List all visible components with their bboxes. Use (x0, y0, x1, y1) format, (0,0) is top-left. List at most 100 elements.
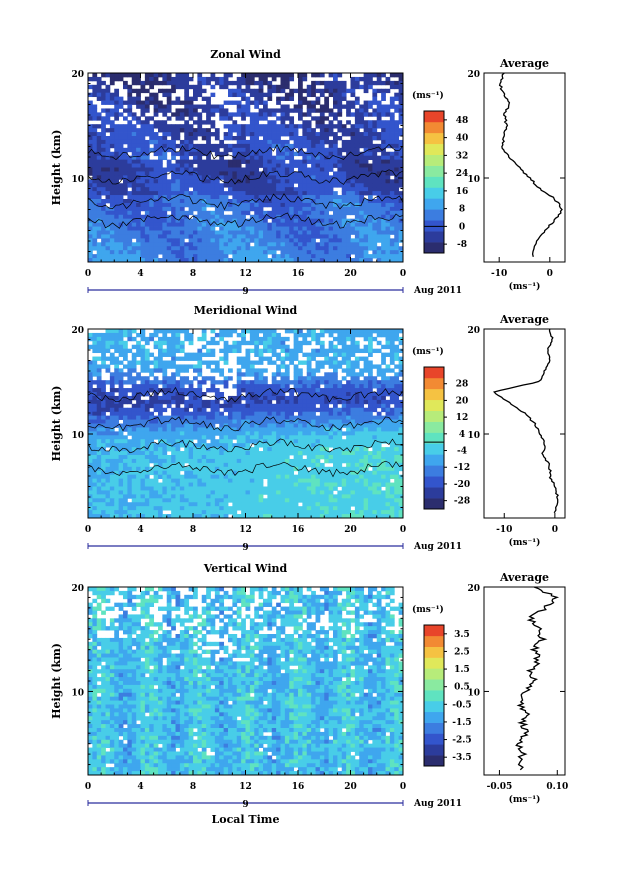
heatmap-cell (385, 218, 391, 224)
heatmap-cell (276, 143, 281, 149)
heatmap-cell (171, 195, 176, 200)
heatmap-cell (267, 136, 273, 141)
heatmap-cell (354, 199, 360, 204)
heatmap-cell (280, 183, 286, 188)
heatmap-cell (258, 242, 264, 247)
heatmap-cell (219, 435, 225, 440)
heatmap-cell (267, 384, 273, 389)
heatmap-cell (293, 258, 299, 263)
heatmap-cell (109, 206, 115, 212)
heatmap-cell (101, 439, 106, 444)
heatmap-cell (171, 336, 176, 342)
heatmap-cell (324, 392, 330, 397)
heatmap-cell (123, 206, 128, 212)
heatmap-cell (271, 222, 277, 227)
heatmap-cell (258, 218, 264, 224)
heatmap-cell (394, 356, 400, 361)
heatmap-cell (140, 214, 146, 220)
heatmap-cell (389, 167, 395, 172)
heatmap-cell (359, 199, 365, 204)
heatmap-cell (114, 356, 120, 361)
heatmap-cell (372, 230, 378, 235)
heatmap-cell (109, 199, 115, 204)
heatmap-cell (271, 159, 277, 164)
heatmap-cell (214, 332, 220, 338)
heatmap-cell (149, 368, 155, 373)
heatmap-cell (197, 124, 203, 129)
heatmap-cell (105, 356, 111, 361)
heatmap-cell (245, 230, 251, 235)
heatmap-cell (254, 191, 260, 196)
heatmap-cell (123, 191, 128, 196)
heatmap-cell (184, 124, 190, 129)
heatmap-cell (188, 206, 194, 212)
heatmap-cell (201, 167, 207, 172)
heatmap-cell (166, 226, 172, 231)
heatmap-cell (144, 407, 150, 413)
heatmap-cell (140, 222, 146, 227)
heatmap-cell (236, 136, 242, 141)
heatmap-cell (350, 419, 356, 424)
heatmap-cell (197, 159, 203, 164)
heatmap-cell (114, 171, 120, 176)
heatmap-cell (241, 73, 246, 78)
heatmap-cell (127, 226, 133, 231)
heatmap-cell (324, 175, 330, 180)
heatmap-cell (193, 104, 198, 109)
heatmap-cell (171, 210, 176, 216)
heatmap-cell (201, 120, 207, 125)
heatmap-cell (363, 76, 369, 82)
heatmap-cell (245, 329, 251, 334)
heatmap-cell (109, 234, 115, 239)
heatmap-cell (315, 332, 321, 338)
heatmap-cell (127, 183, 133, 188)
heatmap-cell (263, 340, 268, 346)
heatmap-cell (267, 167, 273, 172)
heatmap-cell (118, 384, 124, 389)
average-x-tick-label: 0 (547, 269, 553, 279)
heatmap-cell (298, 226, 303, 231)
heatmap-cell (228, 136, 233, 141)
heatmap-cell (193, 230, 198, 235)
heatmap-cell (114, 376, 120, 381)
heatmap-cell (359, 206, 365, 212)
heatmap-cell (289, 360, 295, 365)
heatmap-cell (289, 120, 295, 125)
heatmap-cell (389, 250, 395, 255)
heatmap-cell (153, 427, 159, 432)
heatmap-cell (206, 202, 211, 208)
heatmap-cell (263, 124, 268, 129)
heatmap-cell (158, 147, 163, 153)
heatmap-cell (88, 222, 93, 227)
heatmap-cell (249, 73, 255, 78)
heatmap-cell (131, 407, 137, 413)
heatmap-cell (311, 136, 316, 141)
heatmap-cell (254, 226, 260, 231)
heatmap-cell (166, 415, 172, 420)
heatmap-cell (376, 250, 382, 255)
heatmap-cell (144, 246, 150, 251)
heatmap-cell (188, 392, 194, 397)
heatmap-cell (92, 411, 98, 417)
heatmap-cell (319, 80, 325, 86)
heatmap-cell (263, 392, 268, 397)
heatmap-cell (175, 435, 181, 440)
heatmap-cell (123, 329, 128, 334)
heatmap-cell (289, 411, 295, 417)
heatmap-cell (350, 435, 356, 440)
heatmap-cell (381, 73, 386, 78)
heatmap-cell (101, 73, 106, 78)
heatmap-cell (280, 395, 286, 401)
heatmap-cell (131, 447, 137, 452)
heatmap-cell (333, 183, 338, 188)
heatmap-cell (96, 132, 102, 137)
heatmap-cell (311, 80, 316, 86)
heatmap-cell (385, 124, 391, 129)
heatmap-cell (236, 218, 242, 224)
heatmap-cell (223, 147, 229, 153)
heatmap-cell (346, 431, 351, 436)
heatmap-cell (223, 380, 229, 385)
heatmap-cell (298, 218, 303, 224)
heatmap-cell (96, 415, 102, 420)
heatmap-cell (149, 199, 155, 204)
